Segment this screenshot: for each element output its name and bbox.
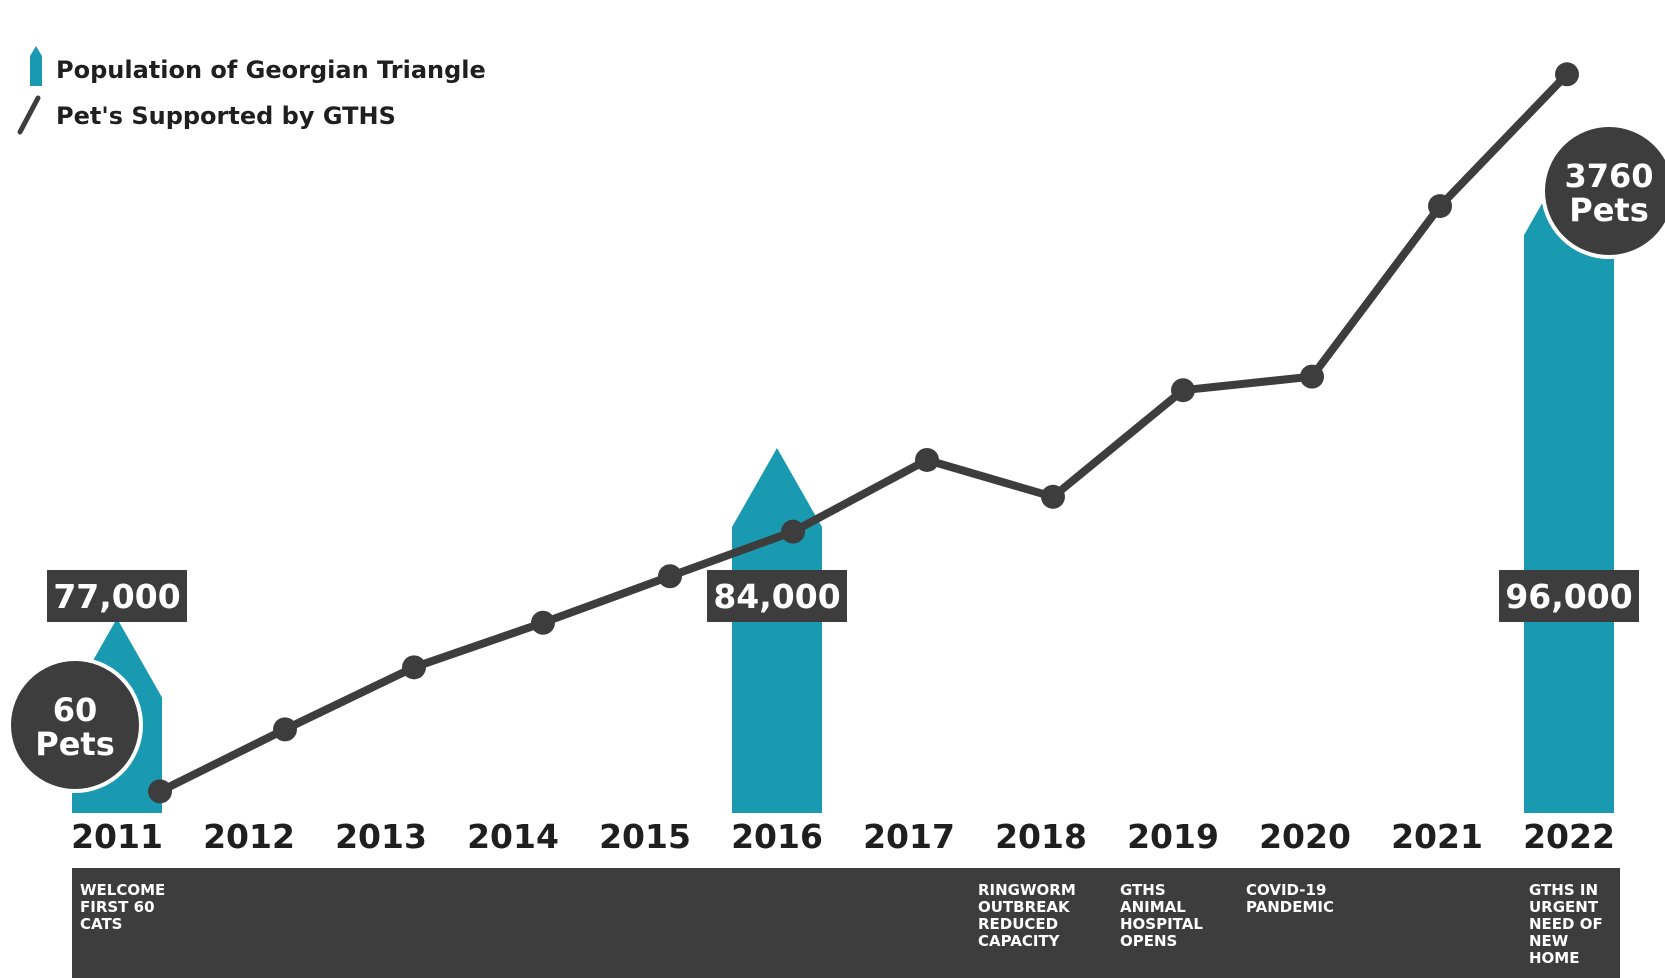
annotation-line-gths: GTHS: [1120, 881, 1166, 899]
pets-point-2020: [1300, 364, 1324, 389]
population-label-box-2022: [1499, 570, 1639, 622]
annotation-line-welcome: WELCOME: [80, 881, 165, 899]
legend-line-swatch: [17, 95, 41, 135]
population-label-box-2016: [707, 570, 847, 622]
annotation-band: [72, 868, 1620, 978]
bars-layer: [72, 156, 1614, 814]
year-label-2015: 2015: [599, 817, 691, 856]
year-label-2017: 2017: [863, 817, 955, 856]
pets-point-2017: [915, 447, 939, 472]
population-bar-2022: [1524, 156, 1614, 814]
pet-count-unit-2022: Pets: [1569, 191, 1649, 229]
population-label-2022: 96,000: [1505, 577, 1632, 616]
year-label-2019: 2019: [1127, 817, 1219, 856]
pet-count-bubble-2011: [7, 657, 143, 793]
pets-point-2014: [531, 610, 555, 635]
legend: Population of Georgian Triangle Pet's Su…: [17, 46, 486, 135]
annotation-line-home: HOME: [1529, 949, 1579, 967]
year-label-2011: 2011: [71, 817, 163, 856]
year-label-2012: 2012: [203, 817, 295, 856]
pet-count-unit-2011: Pets: [35, 725, 115, 763]
year-label-2013: 2013: [335, 817, 427, 856]
legend-bar-swatch: [30, 46, 42, 86]
pet-count-value-2011: 60: [53, 691, 98, 729]
population-label-2011: 77,000: [53, 577, 180, 616]
annotation-line-ringworm: RINGWORM: [978, 881, 1076, 899]
pets-point-2019: [1171, 378, 1195, 403]
annotation-line-gths-in: GTHS IN: [1529, 881, 1598, 899]
population-label-box-2011: [47, 570, 187, 622]
year-label-2020: 2020: [1259, 817, 1351, 856]
population-label-2016: 84,000: [713, 577, 840, 616]
line-layer: [148, 62, 1579, 804]
legend-bar-label: Population of Georgian Triangle: [56, 56, 486, 84]
year-axis: 2011 2012 2013 2014 2015 2016 2017 2018 2019 2020…: [71, 817, 1615, 856]
annotation-line-capacity: CAPACITY: [978, 932, 1061, 950]
pets-point-2018: [1041, 484, 1065, 509]
pet-count-bubble-2022: [1541, 123, 1665, 259]
annotation-line-pandemic: PANDEMIC: [1246, 898, 1334, 916]
annotation-line-reduced: REDUCED: [978, 915, 1058, 933]
annotation-line-animal: ANIMAL: [1120, 898, 1186, 916]
pets-point-2015: [658, 564, 682, 589]
annotation-line-new: NEW: [1529, 932, 1569, 950]
pet-count-value-2022: 3760: [1564, 157, 1653, 195]
year-label-2022: 2022: [1523, 817, 1615, 856]
annotation-line-hospital: HOSPITAL: [1120, 915, 1203, 933]
year-label-2018: 2018: [995, 817, 1087, 856]
pets-point-2013: [402, 655, 426, 680]
pets-point-2011: [148, 779, 172, 804]
year-label-2016: 2016: [731, 817, 823, 856]
legend-line-label: Pet's Supported by GTHS: [56, 102, 396, 130]
annotation-line-first-60: FIRST 60: [80, 898, 155, 916]
annotation-line-urgent: URGENT: [1529, 898, 1599, 916]
year-label-2014: 2014: [467, 817, 559, 856]
annotation-line-outbreak: OUTBREAK: [978, 898, 1071, 916]
annotation-line-cats: CATS: [80, 915, 123, 933]
annotation-line-covid-19: COVID-19: [1246, 881, 1326, 899]
pets-point-2012: [273, 717, 297, 742]
pets-point-2016: [781, 519, 805, 544]
annotation-line-need-of: NEED OF: [1529, 915, 1603, 933]
pets-point-2021: [1428, 194, 1452, 219]
population-bar-2016: [732, 448, 822, 813]
annotation-line-opens: OPENS: [1120, 932, 1177, 950]
pets-point-2022: [1555, 62, 1579, 87]
pets-line: [156, 70, 1571, 796]
year-label-2021: 2021: [1391, 817, 1483, 856]
